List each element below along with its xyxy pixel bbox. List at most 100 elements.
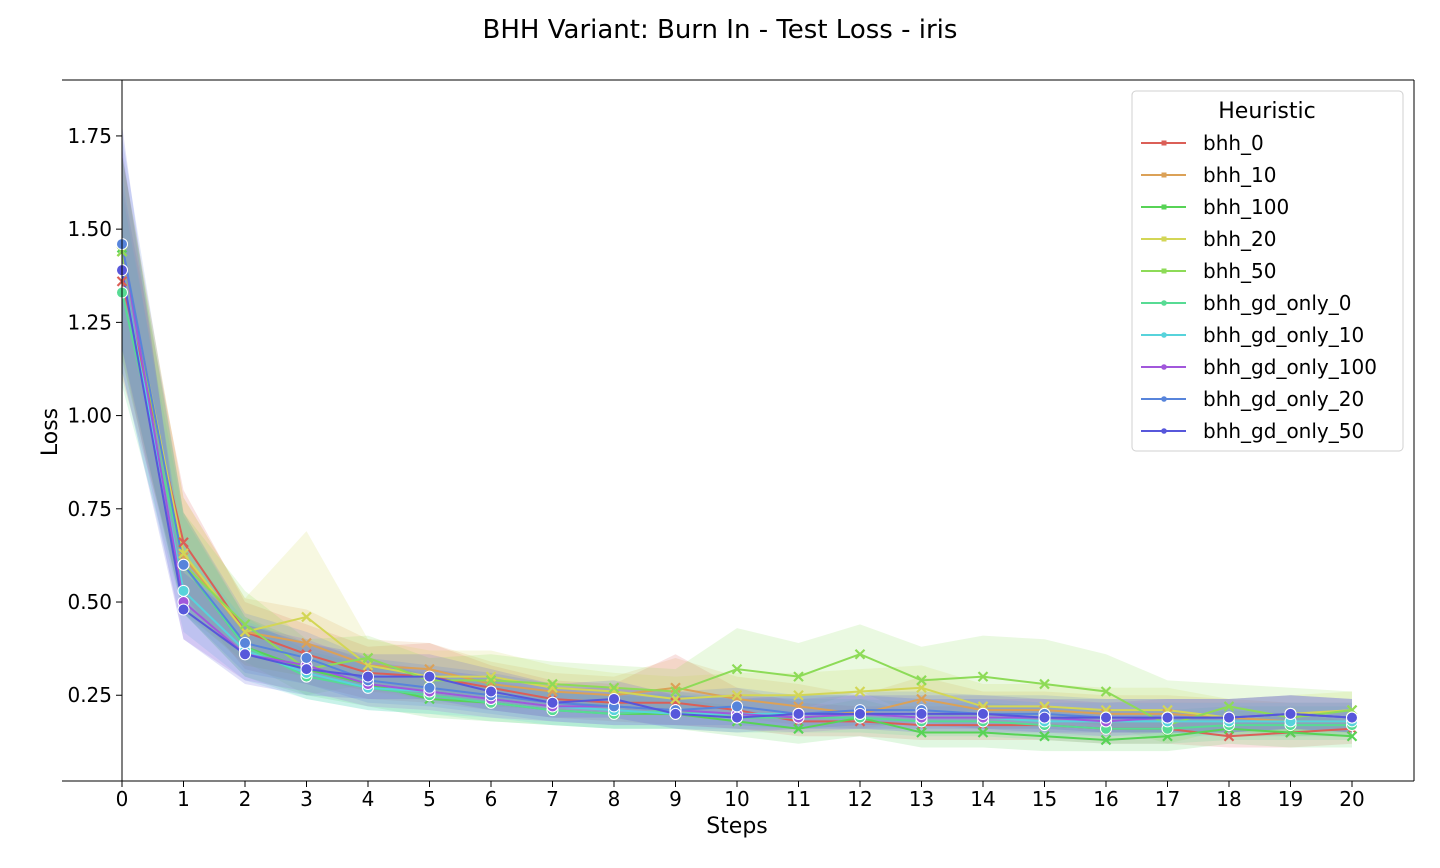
point-bhh-gd-only-20: [177, 558, 190, 571]
legend-label-bhh-gd-only-20: bhh_gd_only_20: [1203, 387, 1364, 411]
point-bhh-gd-only-50: [546, 696, 559, 709]
point-bhh-50: [670, 686, 681, 697]
x-tick-label: 11: [786, 787, 811, 811]
point-bhh-gd-only-50: [1038, 711, 1051, 724]
legend-marker-bhh-gd-only-20: [1161, 396, 1167, 402]
legend-marker-bhh-gd-only-50: [1161, 428, 1167, 434]
legend-marker-bhh-gd-only-100: [1161, 364, 1167, 370]
point-bhh-50: [731, 663, 743, 675]
chart-title: BHH Variant: Burn In - Test Loss - iris: [483, 15, 958, 45]
legend-items: bhh_0 bhh_10 bhh_100 bhh_20 bhh_50 bhh_gd_onl…: [1141, 131, 1377, 443]
legend-label-bhh-gd-only-50: bhh_gd_only_50: [1203, 419, 1364, 443]
x-axis-label: Steps: [706, 814, 768, 839]
x-tick-label: 7: [546, 787, 559, 811]
point-bhh-gd-only-50: [915, 707, 928, 720]
point-bhh-20: [178, 548, 189, 559]
point-bhh-20: [731, 689, 743, 701]
axes: [62, 79, 1415, 782]
x-tick-label: 4: [362, 787, 375, 811]
point-bhh-gd-only-50: [1100, 711, 1112, 724]
legend-marker-bhh-gd-only-0: [1161, 300, 1167, 306]
y-tick-label: 0.75: [67, 497, 112, 521]
legend-label-bhh-0: bhh_0: [1203, 131, 1264, 155]
x-tick-label: 18: [1216, 787, 1241, 811]
point-bhh-50: [1100, 686, 1112, 697]
point-bhh-100: [916, 727, 927, 738]
point-bhh-100: [1346, 730, 1358, 742]
x-tick-label: 2: [239, 787, 252, 811]
point-bhh-gd-only-50: [485, 685, 497, 698]
point-bhh-gd-only-50: [423, 670, 436, 683]
x-tick-label: 10: [724, 787, 749, 811]
point-bhh-gd-only-50: [1161, 711, 1174, 724]
point-bhh-gd-only-50: [669, 707, 682, 720]
x-tick-label: 16: [1093, 787, 1118, 811]
legend-marker-bhh-100: [1161, 204, 1167, 210]
point-bhh-50: [1223, 701, 1235, 712]
legend-label-bhh-gd-only-0: bhh_gd_only_0: [1203, 291, 1351, 315]
point-bhh-gd-only-20: [239, 637, 251, 650]
x-tick-label: 9: [669, 787, 682, 811]
y-tick-label: 1.75: [67, 124, 112, 148]
point-bhh-10: [916, 693, 927, 705]
legend-title: Heuristic: [1218, 99, 1315, 124]
legend-label-bhh-20: bhh_20: [1203, 227, 1277, 251]
legend-marker-bhh-0: [1161, 140, 1167, 146]
point-bhh-gd-only-50: [177, 603, 190, 616]
point-bhh-10: [301, 637, 312, 649]
point-bhh-50: [854, 648, 866, 660]
point-bhh-50: [547, 678, 558, 690]
x-tick-label: 19: [1278, 787, 1303, 811]
point-bhh-100: [1100, 734, 1112, 746]
point-bhh-100: [1039, 730, 1050, 742]
point-bhh-gd-only-50: [239, 648, 251, 661]
point-bhh-20: [301, 611, 312, 623]
legend-label-bhh-50: bhh_50: [1203, 259, 1277, 283]
point-bhh-gd-only-50: [1284, 707, 1297, 720]
point-bhh-gd-only-50: [977, 707, 989, 720]
x-tick-label: 8: [608, 787, 621, 811]
legend-marker-bhh-gd-only-10: [1161, 332, 1167, 338]
x-tick-label: 13: [909, 787, 934, 811]
point-bhh-gd-only-10: [177, 584, 190, 597]
band-bhh-gd-only-50: [122, 124, 1352, 733]
band-bhh-gd-only-100: [122, 147, 1352, 737]
point-bhh-gd-only-50: [362, 670, 374, 683]
point-bhh-gd-only-20: [423, 681, 436, 694]
band-bhh-gd-only-10: [122, 173, 1352, 737]
y-tick-label: 0.25: [67, 683, 112, 707]
x-ticks: 0 1 2 3 4 5 6 7 8 9 10 11 12 13 14 15 16 17 18 19 20: [116, 781, 1365, 811]
point-bhh-gd-only-50: [854, 707, 866, 720]
point-bhh-gd-only-50: [1223, 711, 1235, 724]
band-bhh-50: [122, 154, 1352, 744]
point-bhh-gd-only-50: [300, 663, 313, 676]
x-tick-label: 0: [116, 787, 129, 811]
y-tick-label: 1.50: [67, 217, 112, 241]
point-bhh-gd-only-20: [300, 651, 313, 664]
point-bhh-gd-only-20: [731, 700, 743, 713]
point-bhh-50: [793, 671, 804, 682]
x-tick-label: 5: [423, 787, 436, 811]
x-tick-label: 14: [970, 787, 995, 811]
x-tick-label: 15: [1032, 787, 1057, 811]
point-bhh-50: [977, 671, 989, 682]
y-ticks: 0.25 0.50 0.75 1.00 1.25 1.50 1.75: [67, 124, 122, 707]
confidence-bands: [122, 124, 1352, 752]
point-bhh-100: [793, 723, 804, 735]
point-bhh-20: [793, 689, 804, 701]
point-bhh-50: [608, 682, 620, 694]
legend-label-bhh-gd-only-10: bhh_gd_only_10: [1203, 323, 1364, 347]
point-bhh-10: [670, 682, 681, 694]
legend-marker-bhh-20: [1161, 236, 1167, 242]
y-tick-label: 1.25: [67, 310, 112, 334]
legend-marker-bhh-50: [1161, 268, 1167, 274]
x-tick-label: 1: [177, 787, 190, 811]
point-bhh-50: [239, 619, 251, 630]
point-bhh-50: [916, 675, 927, 686]
point-bhh-100: [977, 727, 989, 738]
x-tick-label: 17: [1155, 787, 1180, 811]
point-bhh-gd-only-50: [608, 692, 620, 705]
point-bhh-20: [485, 671, 497, 682]
